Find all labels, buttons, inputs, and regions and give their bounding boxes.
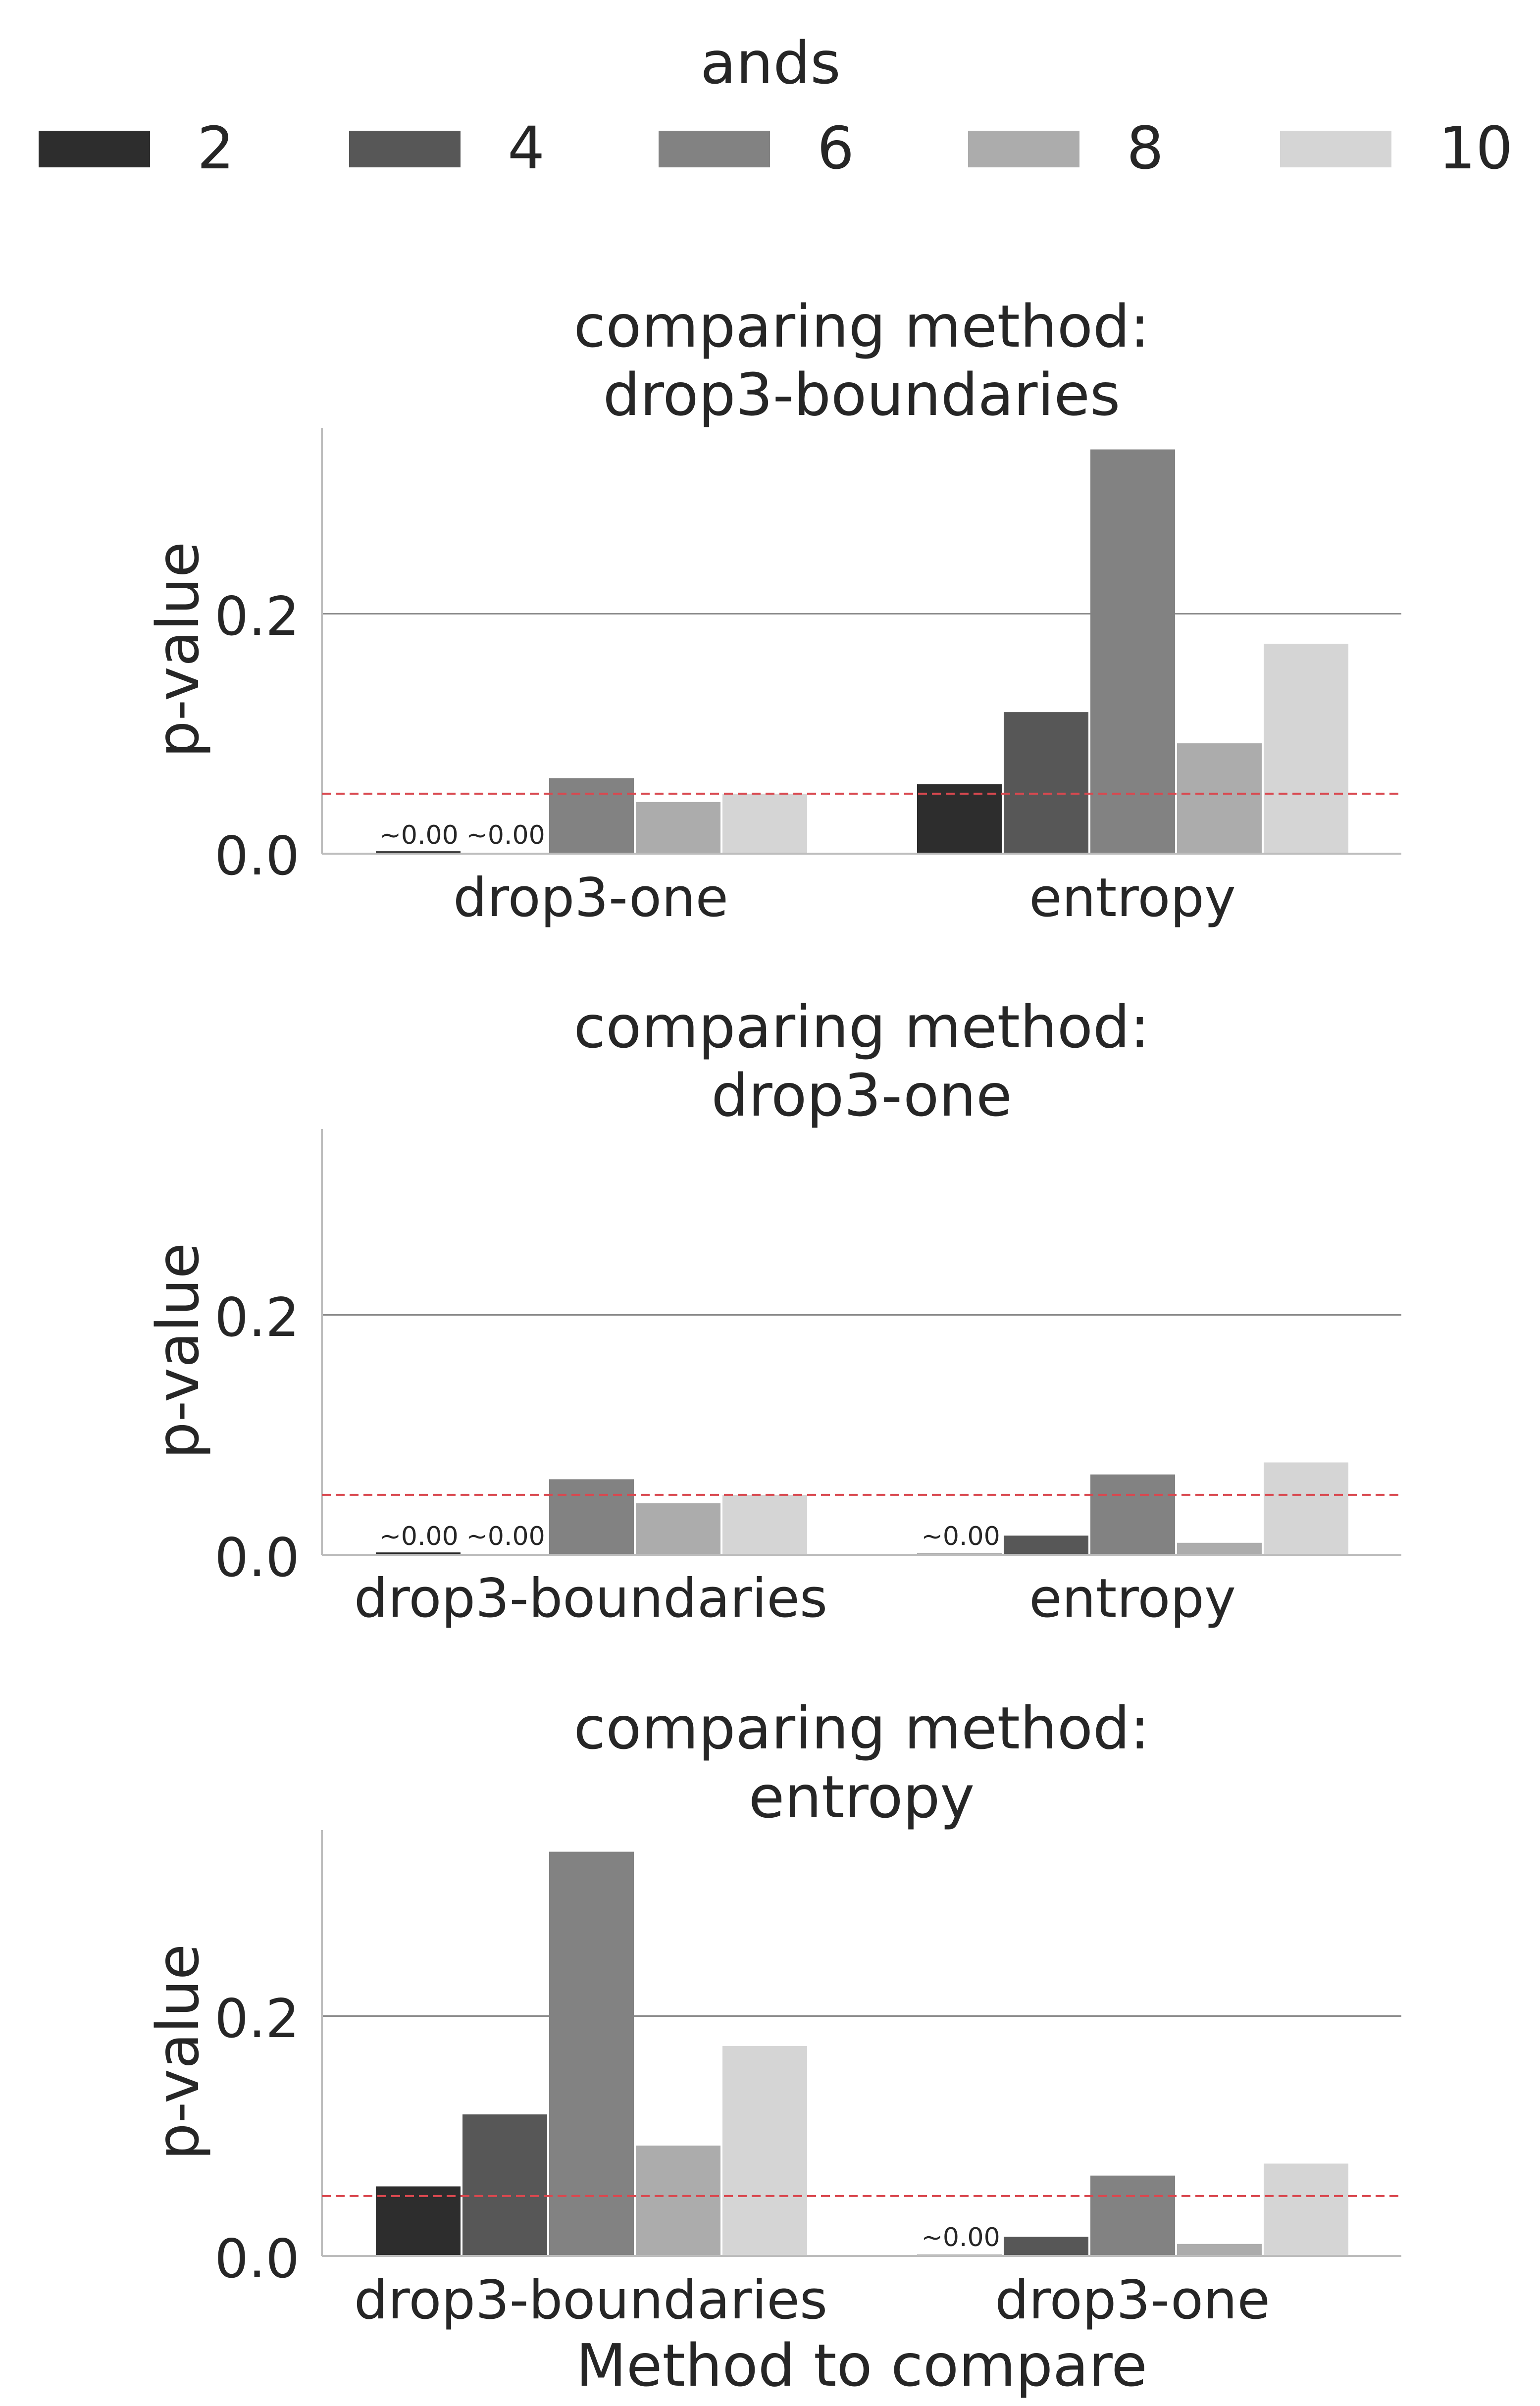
- x-category-label: entropy: [1029, 1568, 1236, 1630]
- y-tick-label: 0.0: [214, 1527, 300, 1589]
- legend-entry-6: 6: [659, 114, 854, 182]
- x-axis-label: Method to compare: [576, 2331, 1147, 2400]
- bar-drop3-boundaries-ands-6: [549, 1851, 634, 2256]
- bar-drop3-one-ands-6: [549, 778, 634, 854]
- panel-title-line-2: entropy: [749, 1763, 975, 1831]
- bar-entropy-ands-10: [1264, 644, 1348, 854]
- legend-label-2: 2: [197, 114, 234, 182]
- bars: [376, 449, 1348, 854]
- bar-drop3-one-ands-2: [376, 851, 461, 854]
- bar-annotation: ~0.00: [379, 1522, 458, 1551]
- x-category-label: entropy: [1029, 867, 1236, 929]
- y-tick-label: 0.0: [214, 2228, 300, 2290]
- legend-entry-2: 2: [39, 114, 234, 182]
- bar-drop3-one-ands-8: [1177, 2244, 1262, 2256]
- bar-drop3-one-ands-4: [1004, 2237, 1088, 2256]
- bar-annotation: ~0.00: [921, 2223, 1000, 2252]
- y-axis-label: p-value: [144, 1944, 212, 2160]
- x-category-label: drop3-one: [995, 2269, 1270, 2331]
- y-tick-label: 0.2: [214, 1287, 300, 1349]
- legend-label-4: 4: [508, 114, 545, 182]
- bar-drop3-boundaries-ands-6: [549, 1479, 634, 1555]
- x-category-label: drop3-boundaries: [354, 1568, 827, 1630]
- legend-label-6: 6: [817, 114, 854, 182]
- bar-annotation: ~0.00: [921, 1522, 1000, 1551]
- y-tick-label: 0.0: [214, 825, 300, 887]
- bar-entropy-ands-8: [1177, 743, 1262, 854]
- panel-title-line-2: drop3-boundaries: [603, 360, 1121, 429]
- y-axis-label: p-value: [144, 1243, 212, 1459]
- bar-annotation: ~0.00: [379, 820, 458, 850]
- legend-swatch-2: [39, 131, 150, 167]
- bar-entropy-ands-6: [1090, 1474, 1175, 1555]
- legend-entry-8: 8: [968, 114, 1164, 182]
- panel-drop3-boundaries: comparing method: drop3-boundaries p-val…: [144, 292, 1401, 929]
- y-tick-label: 0.2: [214, 1988, 300, 2050]
- panel-title-line-1: comparing method:: [573, 993, 1149, 1061]
- bar-annotation: ~0.00: [466, 820, 545, 850]
- legend-label-10: 10: [1438, 114, 1513, 182]
- bar-drop3-boundaries-ands-2: [376, 1552, 461, 1555]
- legend-swatch-8: [968, 131, 1079, 167]
- legend-title: ands: [700, 29, 840, 97]
- bar-drop3-one-ands-10: [1264, 2163, 1348, 2256]
- panel-title-line-1: comparing method:: [573, 292, 1149, 360]
- legend-swatch-4: [349, 131, 461, 167]
- bar-drop3-boundaries-ands-10: [722, 2046, 807, 2256]
- bar-entropy-ands-2: [917, 784, 1002, 854]
- bar-entropy-ands-6: [1090, 449, 1175, 854]
- bar-drop3-boundaries-ands-8: [636, 1503, 720, 1555]
- bar-drop3-boundaries-ands-4: [462, 2114, 547, 2256]
- legend-swatch-10: [1280, 131, 1391, 167]
- bar-entropy-ands-4: [1004, 1536, 1088, 1555]
- legend: ands 2 4 6 8 10: [39, 29, 1513, 182]
- legend-label-8: 8: [1127, 114, 1164, 182]
- bars: [376, 1851, 1348, 2256]
- bar-drop3-boundaries-ands-2: [376, 2186, 461, 2256]
- panel-title-line-1: comparing method:: [573, 1694, 1149, 1762]
- panel-title-line-2: drop3-one: [711, 1061, 1012, 1129]
- bar-drop3-boundaries-ands-10: [722, 1494, 807, 1555]
- x-category-label: drop3-one: [453, 867, 728, 929]
- bar-drop3-one-ands-6: [1090, 2175, 1175, 2256]
- y-tick-label: 0.2: [214, 586, 300, 648]
- y-axis-label: p-value: [144, 542, 212, 758]
- bar-entropy-ands-8: [1177, 1542, 1262, 1555]
- bar-entropy-ands-4: [1004, 712, 1088, 854]
- panel-entropy: comparing method: entropy p-value 0.2 0.…: [144, 1694, 1401, 2400]
- legend-entry-4: 4: [349, 114, 545, 182]
- bar-drop3-boundaries-ands-8: [636, 2146, 720, 2256]
- bar-drop3-one-ands-10: [722, 793, 807, 854]
- x-category-label: drop3-boundaries: [354, 2269, 827, 2331]
- legend-swatch-6: [659, 131, 770, 167]
- panel-drop3-one: comparing method: drop3-one p-value 0.2 …: [144, 993, 1401, 1630]
- bar-annotation: ~0.00: [466, 1522, 545, 1551]
- bar-entropy-ands-10: [1264, 1462, 1348, 1555]
- bar-drop3-one-ands-8: [636, 802, 720, 854]
- legend-entry-10: 10: [1280, 114, 1513, 182]
